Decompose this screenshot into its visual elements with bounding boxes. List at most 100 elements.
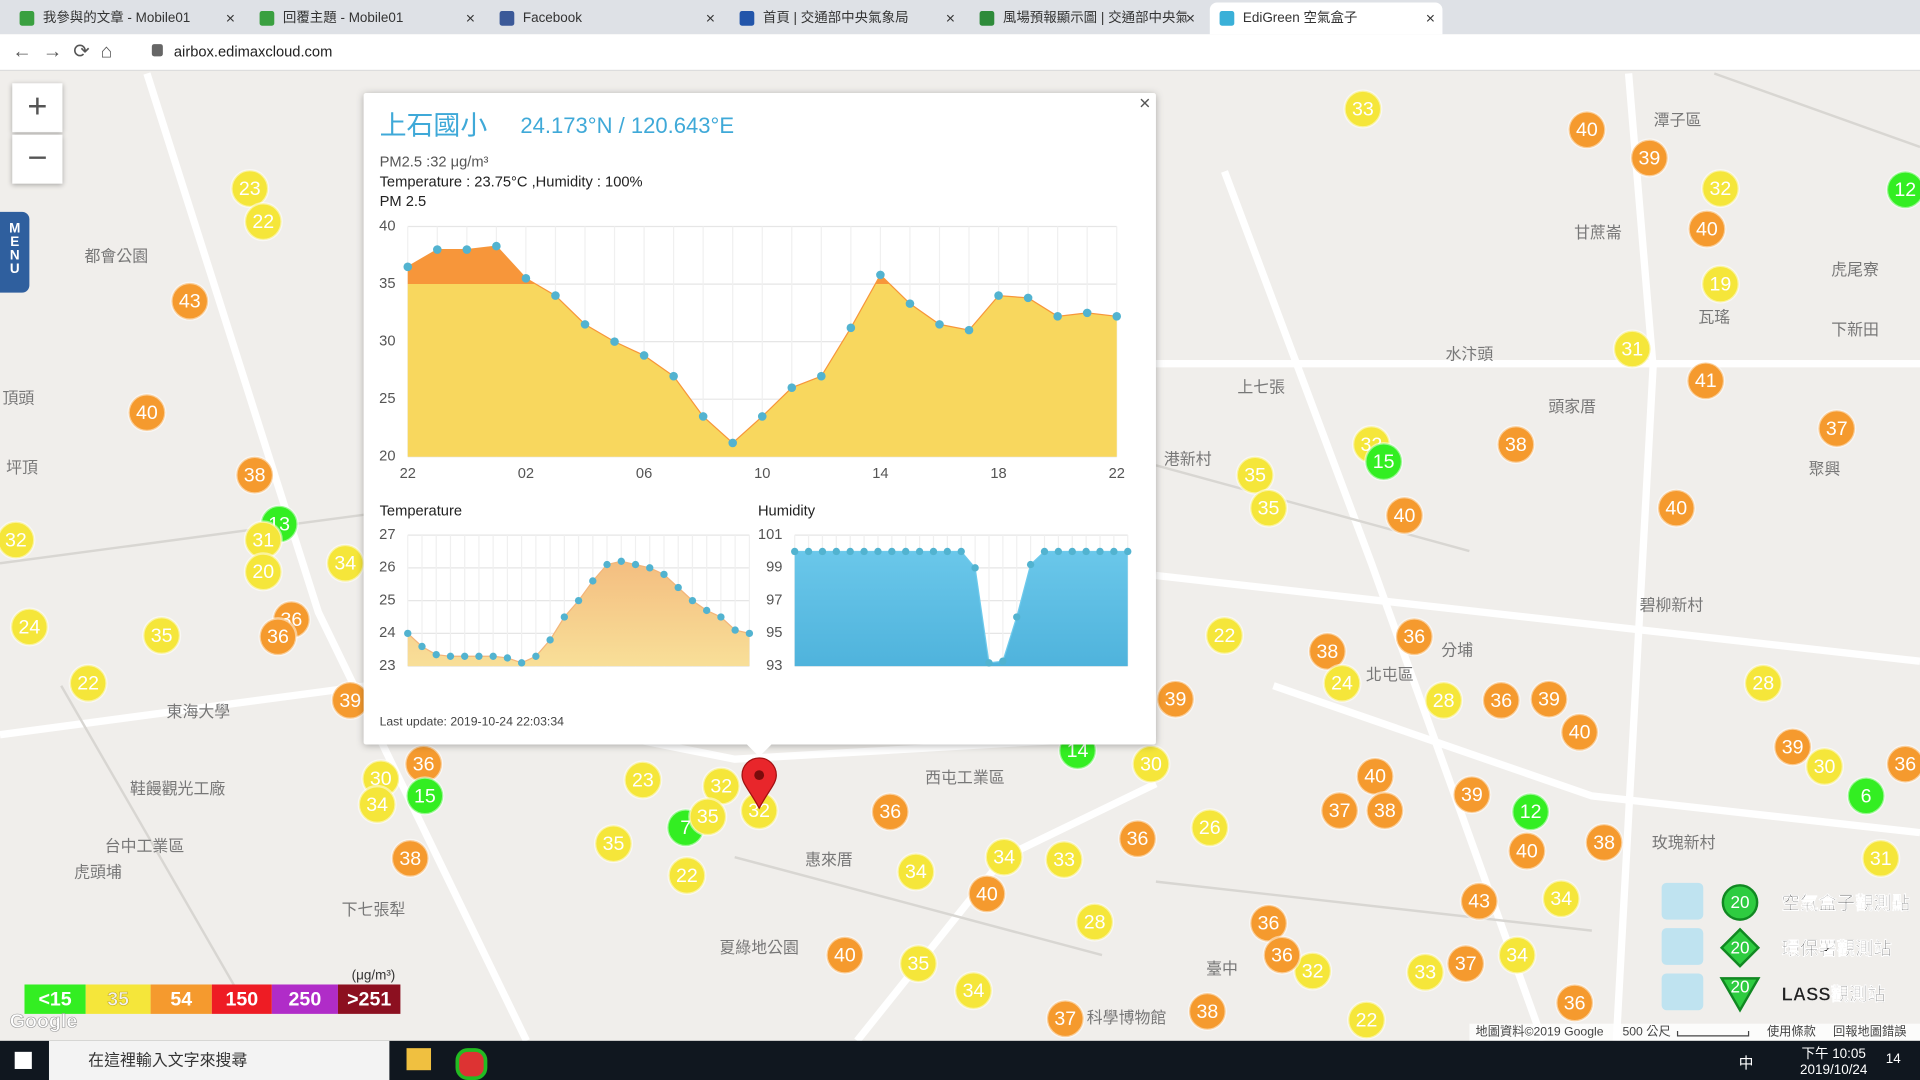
- station-marker[interactable]: [1507, 831, 1547, 871]
- report-link[interactable]: 回報地圖錯誤: [1833, 1023, 1906, 1038]
- station-marker[interactable]: [1846, 776, 1886, 816]
- station-marker[interactable]: [1446, 944, 1486, 984]
- notification-count[interactable]: 14: [1885, 1051, 1901, 1067]
- station-marker[interactable]: [1248, 488, 1289, 528]
- station-marker[interactable]: [1045, 999, 1085, 1039]
- station-marker[interactable]: [667, 855, 707, 896]
- station-marker[interactable]: [1346, 1000, 1387, 1040]
- station-marker[interactable]: [1424, 680, 1464, 721]
- station-marker[interactable]: [68, 663, 108, 703]
- browser-tab[interactable]: Facebook ×: [490, 2, 723, 34]
- station-marker[interactable]: [1190, 808, 1230, 848]
- station-marker[interactable]: [1686, 361, 1726, 401]
- station-marker[interactable]: [1700, 168, 1741, 209]
- station-marker[interactable]: [1117, 819, 1158, 859]
- station-marker[interactable]: [688, 797, 728, 837]
- station-marker[interactable]: [1235, 455, 1275, 495]
- station-marker[interactable]: [1773, 727, 1813, 767]
- url[interactable]: airbox.edimaxcloud.com: [173, 42, 333, 61]
- station-marker[interactable]: [1481, 680, 1521, 721]
- station-marker[interactable]: [1131, 744, 1171, 784]
- station-marker[interactable]: [1364, 442, 1404, 482]
- station-marker[interactable]: [967, 874, 1007, 914]
- station-marker[interactable]: [1743, 663, 1783, 703]
- browser-tab[interactable]: 風場預報顯示圖 | 交通部中央氣象 ×: [970, 2, 1203, 34]
- station-marker[interactable]: [870, 792, 910, 832]
- station-marker[interactable]: [1044, 840, 1084, 880]
- station-marker[interactable]: [1804, 746, 1845, 787]
- station-marker[interactable]: [1529, 679, 1569, 719]
- tab-close[interactable]: ×: [1425, 8, 1436, 27]
- station-marker[interactable]: [9, 607, 49, 647]
- station-marker[interactable]: [258, 617, 298, 657]
- station-marker[interactable]: [1075, 902, 1115, 942]
- station-marker[interactable]: [235, 455, 275, 495]
- start-button[interactable]: [14, 1051, 32, 1069]
- browser-tab[interactable]: 回覆主題 - Mobile01 ×: [250, 2, 483, 34]
- station-marker[interactable]: [1293, 951, 1333, 991]
- tab-close[interactable]: ×: [705, 8, 716, 27]
- zoom-out[interactable]: −: [12, 134, 63, 184]
- station-marker[interactable]: [1394, 617, 1434, 657]
- station-marker[interactable]: [1687, 209, 1727, 249]
- station-marker[interactable]: [1584, 822, 1624, 863]
- station-marker[interactable]: [1861, 838, 1901, 878]
- station-marker[interactable]: [1541, 879, 1581, 919]
- station-marker[interactable]: [127, 393, 167, 433]
- station-marker[interactable]: [0, 520, 36, 560]
- station-marker[interactable]: [1343, 89, 1383, 129]
- station-marker[interactable]: [230, 168, 270, 209]
- browser-tab[interactable]: 首頁 | 交通部中央氣象局 ×: [730, 2, 963, 34]
- station-marker[interactable]: [1629, 138, 1669, 178]
- station-marker[interactable]: [984, 837, 1024, 877]
- taskbar-search[interactable]: 在這裡輸入文字來搜尋: [48, 1040, 390, 1080]
- station-marker[interactable]: [1322, 663, 1362, 703]
- clock[interactable]: 下午 10:05 2019/10/24: [1800, 1043, 1867, 1078]
- station-marker[interactable]: [1511, 792, 1551, 832]
- station-marker[interactable]: [1262, 935, 1302, 975]
- station-marker[interactable]: [170, 281, 210, 321]
- tab-close[interactable]: ×: [945, 8, 956, 27]
- tab-close[interactable]: ×: [1185, 8, 1196, 27]
- station-marker[interactable]: [1496, 424, 1536, 465]
- nav-buttons[interactable]: ← → ⟳ ⌂: [12, 41, 113, 63]
- station-marker[interactable]: [1307, 631, 1347, 672]
- station-marker[interactable]: [825, 935, 865, 975]
- station-marker[interactable]: [1497, 935, 1537, 975]
- terms-link[interactable]: 使用條款: [1767, 1023, 1816, 1038]
- tab-close[interactable]: ×: [465, 8, 476, 27]
- ime-indicator[interactable]: 中: [1738, 1054, 1754, 1072]
- station-marker[interactable]: [1555, 983, 1595, 1023]
- station-marker[interactable]: [1560, 712, 1600, 752]
- selected-pin[interactable]: [741, 757, 777, 810]
- station-marker[interactable]: [896, 852, 936, 892]
- station-marker[interactable]: [1204, 615, 1245, 656]
- zoom-in[interactable]: +: [12, 83, 63, 133]
- station-marker[interactable]: [1187, 991, 1227, 1032]
- tab-close[interactable]: ×: [225, 8, 236, 27]
- station-marker[interactable]: [243, 552, 283, 592]
- station-marker[interactable]: [1885, 170, 1920, 210]
- station-marker[interactable]: [1459, 881, 1499, 921]
- station-marker[interactable]: [1452, 775, 1492, 815]
- station-marker[interactable]: [142, 615, 182, 656]
- station-marker[interactable]: [1155, 679, 1196, 719]
- station-marker[interactable]: [953, 971, 994, 1011]
- station-marker[interactable]: [1405, 952, 1445, 992]
- station-marker[interactable]: [405, 776, 445, 816]
- station-marker[interactable]: [1365, 791, 1405, 831]
- close-button[interactable]: ×: [1139, 92, 1150, 114]
- station-marker[interactable]: [1817, 408, 1857, 449]
- browser-tab[interactable]: EdiGreen 空氣盒子 ×: [1209, 2, 1443, 35]
- menu-button[interactable]: MENU: [0, 211, 30, 293]
- station-marker[interactable]: [1320, 791, 1360, 831]
- station-marker[interactable]: [1885, 744, 1920, 784]
- station-marker[interactable]: [357, 784, 397, 825]
- station-marker[interactable]: [1384, 495, 1425, 536]
- station-marker[interactable]: [623, 760, 663, 800]
- station-marker[interactable]: [593, 824, 634, 864]
- station-marker[interactable]: [243, 202, 283, 242]
- chrome-icon[interactable]: [455, 1048, 488, 1080]
- browser-tab[interactable]: 我參與的文章 - Mobile01 ×: [10, 2, 243, 34]
- station-marker[interactable]: [898, 944, 938, 984]
